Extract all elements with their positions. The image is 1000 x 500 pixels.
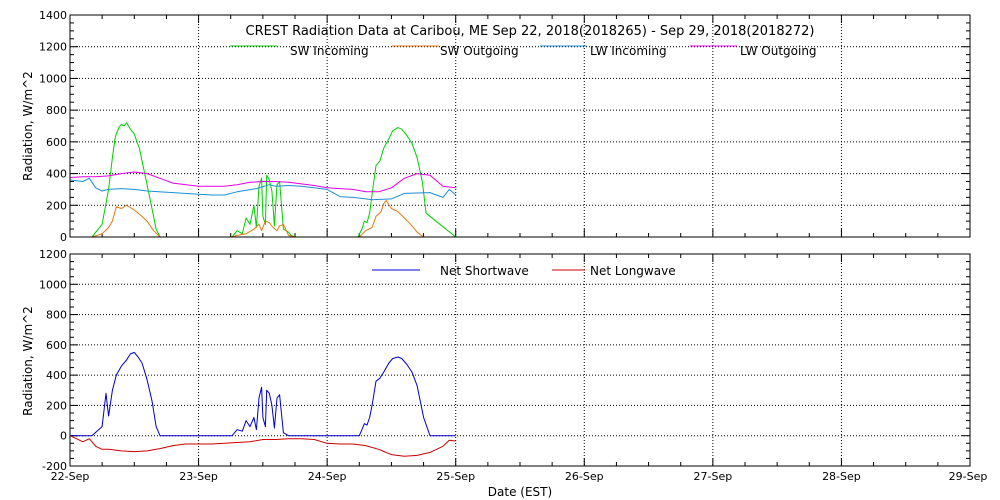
- series-line-lw-outgoing: [69, 171, 456, 193]
- bottom-y-tick-label: 800: [46, 309, 67, 322]
- top-legend: SW Incoming SW Outgoing LW Incoming LW O…: [230, 44, 817, 58]
- top-y-tick-label: 1200: [39, 41, 67, 54]
- bottom-y-tick-label: 1000: [39, 278, 67, 291]
- x-tick-labels: 22-Sep 23-Sep 24-Sep 25-Sep 26-Sep 27-Sep 28-S…: [51, 470, 988, 483]
- top-y-tick-label: 1400: [39, 9, 67, 22]
- series-line-sw-outgoing: [70, 200, 456, 238]
- top-grid: [70, 15, 970, 237]
- top-y-tick-labels: 0 200 400 600 800 1000 1200 1400: [39, 9, 67, 244]
- top-series: [69, 122, 457, 238]
- chart-title: CREST Radiation Data at Caribou, ME Sep …: [246, 24, 815, 39]
- top-y-tick-label: 0: [60, 231, 67, 244]
- bottom-panel: -200 0 200 400 600 800 1000 1200 Net Shortwave …: [21, 248, 971, 473]
- top-y-tick-label: 600: [46, 136, 67, 149]
- series-line-net-longwave: [69, 435, 456, 457]
- bottom-y-tick-label: 0: [60, 430, 67, 443]
- bottom-y-tick-label: 600: [46, 339, 67, 352]
- x-tick-label: 25-Sep: [436, 470, 475, 483]
- bottom-y-tick-label: 200: [46, 399, 67, 412]
- top-plot-frame: [69, 14, 971, 238]
- legend-label-sw-incoming: SW Incoming: [290, 44, 369, 58]
- top-y-tick-label: 800: [46, 104, 67, 117]
- bottom-y-tick-label: 400: [46, 369, 67, 382]
- bottom-y-axis-label: Radiation, W/m^2: [21, 306, 35, 416]
- series-line-sw-incoming: [70, 122, 457, 238]
- bottom-plot-frame: [69, 253, 971, 467]
- x-tick-label: 24-Sep: [308, 470, 347, 483]
- bottom-y-tick-label: 1200: [39, 248, 67, 261]
- x-tick-label: 26-Sep: [565, 470, 604, 483]
- x-tick-label: 27-Sep: [694, 470, 733, 483]
- x-tick-label: 29-Sep: [949, 470, 988, 483]
- series-line-net-shortwave: [70, 351, 456, 437]
- top-y-tick-label: 200: [46, 199, 67, 212]
- legend-label-net-shortwave: Net Shortwave: [440, 264, 529, 278]
- bottom-series: [69, 351, 456, 457]
- x-axis-label: Date (EST): [488, 485, 552, 499]
- bottom-legend: Net Shortwave Net Longwave: [372, 264, 676, 278]
- legend-label-lw-incoming: LW Incoming: [590, 44, 667, 58]
- bottom-y-tick-label: -200: [42, 460, 67, 473]
- top-y-tick-label: 400: [46, 168, 67, 181]
- legend-label-lw-outgoing: LW Outgoing: [740, 44, 817, 58]
- top-panel: 0 200 400 600 800 1000 1200 1400 CREST Radiatio…: [21, 9, 971, 244]
- bottom-y-tick-labels: -200 0 200 400 600 800 1000 1200: [39, 248, 67, 473]
- top-y-tick-label: 1000: [39, 72, 67, 85]
- legend-label-net-longwave: Net Longwave: [590, 264, 676, 278]
- bottom-grid: [70, 254, 970, 466]
- x-tick-label: 22-Sep: [51, 470, 90, 483]
- legend-label-sw-outgoing: SW Outgoing: [440, 44, 519, 58]
- top-y-axis-label: Radiation, W/m^2: [21, 71, 35, 181]
- series-line-lw-incoming: [69, 177, 457, 201]
- x-tick-label: 28-Sep: [822, 470, 861, 483]
- x-tick-label: 23-Sep: [179, 470, 218, 483]
